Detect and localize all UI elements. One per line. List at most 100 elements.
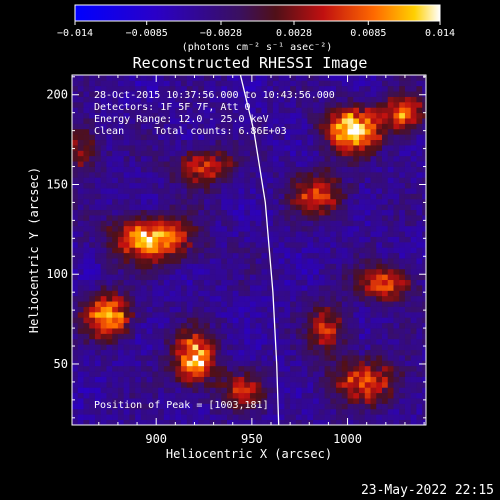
heatmap-cell bbox=[244, 274, 251, 281]
heatmap-cell bbox=[295, 295, 303, 302]
heatmap-cell bbox=[221, 112, 228, 119]
heatmap-cell bbox=[410, 96, 417, 103]
heatmap-cell bbox=[209, 161, 216, 167]
heatmap-cell bbox=[238, 381, 245, 388]
heatmap-cell bbox=[393, 161, 400, 167]
heatmap-cell bbox=[255, 376, 262, 383]
heatmap-cell bbox=[324, 285, 331, 291]
heatmap-cell bbox=[370, 209, 377, 216]
heatmap-cell bbox=[204, 215, 211, 221]
heatmap-cell bbox=[307, 215, 314, 221]
heatmap-cell bbox=[94, 204, 102, 211]
heatmap-cell bbox=[387, 247, 394, 254]
heatmap-cell bbox=[221, 161, 228, 167]
heatmap-cell bbox=[232, 290, 239, 297]
heatmap-cell bbox=[261, 80, 268, 87]
heatmap-cell bbox=[404, 85, 412, 92]
heatmap-cell bbox=[186, 301, 193, 307]
heatmap-cell bbox=[135, 85, 142, 92]
heatmap-cell bbox=[232, 403, 239, 410]
heatmap-cell bbox=[83, 268, 90, 275]
heatmap-cell bbox=[192, 150, 199, 157]
heatmap-cell bbox=[284, 360, 291, 367]
heatmap-cell bbox=[232, 322, 239, 329]
heatmap-cell bbox=[72, 171, 79, 178]
heatmap-cell bbox=[347, 123, 354, 130]
heatmap-cell bbox=[83, 155, 90, 162]
heatmap-cell bbox=[336, 220, 343, 227]
heatmap-cell bbox=[135, 419, 142, 425]
heatmap-cell bbox=[318, 155, 325, 162]
heatmap-cell bbox=[163, 101, 170, 108]
heatmap-cell bbox=[261, 301, 268, 307]
heatmap-cell bbox=[261, 241, 268, 248]
heatmap-cell bbox=[77, 112, 84, 119]
heatmap-cell bbox=[221, 231, 228, 237]
heatmap-cell bbox=[330, 204, 337, 211]
heatmap-cell bbox=[123, 258, 130, 264]
heatmap-cell bbox=[221, 123, 228, 130]
heatmap-cell bbox=[359, 166, 366, 173]
heatmap-cell bbox=[347, 408, 354, 415]
heatmap-cell bbox=[399, 338, 406, 345]
heatmap-cell bbox=[313, 182, 320, 189]
heatmap-cell bbox=[387, 285, 394, 291]
heatmap-cell bbox=[290, 403, 297, 410]
heatmap-cell bbox=[106, 285, 113, 291]
heatmap-cell bbox=[284, 279, 291, 286]
heatmap-cell bbox=[307, 171, 314, 178]
heatmap-cell bbox=[307, 349, 314, 356]
heatmap-cell bbox=[330, 355, 337, 361]
heatmap-cell bbox=[152, 118, 159, 124]
heatmap-cell bbox=[209, 263, 216, 270]
heatmap-cell bbox=[186, 274, 193, 281]
heatmap-cell bbox=[158, 161, 165, 167]
heatmap-cell bbox=[364, 220, 371, 227]
heatmap-cell bbox=[100, 80, 107, 87]
heatmap-cell bbox=[204, 419, 211, 425]
heatmap-cell bbox=[232, 150, 239, 157]
heatmap-cell bbox=[226, 252, 234, 259]
heatmap-cell bbox=[244, 96, 251, 103]
heatmap-cell bbox=[169, 225, 176, 232]
heatmap-cell bbox=[284, 381, 291, 388]
heatmap-cell bbox=[416, 139, 423, 146]
heatmap-cell bbox=[404, 80, 412, 87]
heatmap-cell bbox=[249, 85, 257, 92]
heatmap-cell bbox=[376, 301, 383, 307]
heatmap-cell bbox=[112, 107, 119, 114]
heatmap-cell bbox=[313, 198, 320, 205]
heatmap-cell bbox=[324, 150, 331, 157]
heatmap-cell bbox=[318, 419, 325, 425]
heatmap-cell bbox=[393, 123, 400, 130]
heatmap-cell bbox=[117, 80, 125, 87]
heatmap-cell bbox=[72, 225, 79, 232]
heatmap-cell bbox=[100, 161, 107, 167]
heatmap-cell bbox=[290, 333, 297, 340]
heatmap-cell bbox=[341, 198, 348, 205]
heatmap-cell bbox=[192, 398, 199, 404]
heatmap-cell bbox=[77, 209, 84, 216]
heatmap-cell bbox=[244, 155, 251, 162]
heatmap-cell bbox=[198, 188, 205, 194]
heatmap-cell bbox=[112, 123, 119, 130]
heatmap-cell bbox=[381, 171, 389, 178]
heatmap-cell bbox=[318, 193, 325, 200]
heatmap-cell bbox=[404, 75, 412, 81]
heatmap-cell bbox=[192, 258, 199, 264]
heatmap-cell bbox=[232, 360, 239, 367]
heatmap-cell bbox=[106, 225, 113, 232]
heatmap-cell bbox=[146, 204, 153, 211]
heatmap-cell bbox=[249, 112, 257, 119]
heatmap-cell bbox=[330, 338, 337, 345]
heatmap-cell bbox=[226, 193, 234, 200]
heatmap-cell bbox=[313, 279, 320, 286]
heatmap-cell bbox=[359, 268, 366, 275]
heatmap-cell bbox=[353, 107, 360, 114]
heatmap-cell bbox=[186, 285, 193, 291]
heatmap-cell bbox=[215, 355, 222, 361]
heatmap-cell bbox=[215, 263, 222, 270]
heatmap-cell bbox=[94, 155, 102, 162]
heatmap-cell bbox=[295, 279, 303, 286]
heatmap-cell bbox=[169, 403, 176, 410]
